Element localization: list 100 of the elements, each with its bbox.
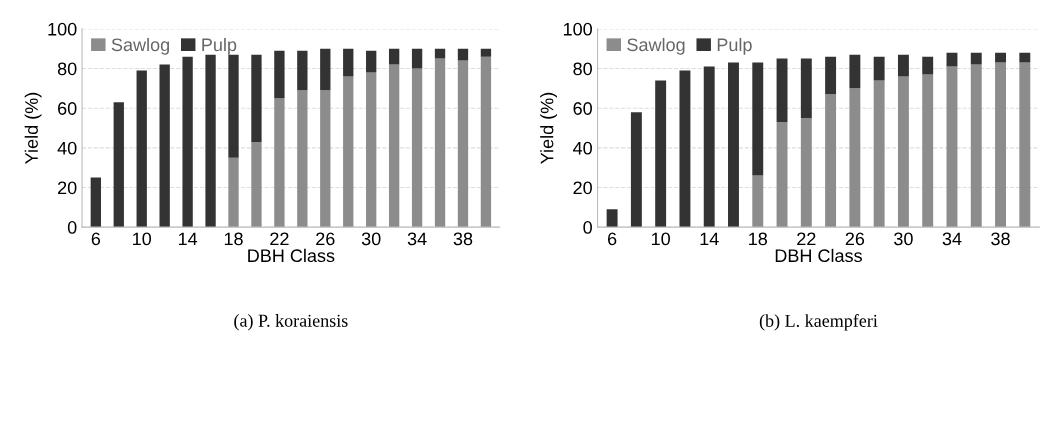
bar bbox=[752, 175, 764, 228]
y-tick-label: 20 bbox=[573, 181, 592, 195]
bar bbox=[922, 56, 934, 75]
bar bbox=[366, 72, 377, 228]
legend-label: Pulp bbox=[202, 37, 237, 55]
x-axis-title: DBH Class bbox=[248, 248, 335, 263]
bar bbox=[703, 66, 715, 228]
bar bbox=[776, 122, 788, 228]
bar bbox=[228, 54, 239, 158]
x-tick-label: 6 bbox=[608, 232, 617, 246]
y-tick-label: 40 bbox=[573, 141, 592, 155]
bar bbox=[182, 56, 193, 228]
x-tick-label: 34 bbox=[407, 232, 427, 246]
x-tick-label: 10 bbox=[651, 232, 670, 246]
bar bbox=[205, 54, 216, 228]
y-tick-label: 100 bbox=[48, 22, 77, 36]
bar bbox=[630, 112, 642, 228]
y-tick-label: 80 bbox=[57, 62, 77, 76]
legend-label: Sawlog bbox=[111, 37, 169, 55]
bar bbox=[251, 141, 262, 228]
x-tick-label: 30 bbox=[361, 232, 381, 246]
x-tick-label: 18 bbox=[224, 232, 243, 246]
bar bbox=[946, 52, 958, 67]
bar bbox=[970, 64, 982, 228]
y-tick-label: 20 bbox=[58, 181, 77, 195]
bar bbox=[274, 98, 285, 228]
text: (a) P. koraiensis bbox=[234, 314, 348, 331]
x-tick-label: 26 bbox=[316, 232, 335, 246]
bar bbox=[480, 56, 492, 228]
bar bbox=[825, 56, 837, 95]
x-tick-label: 22 bbox=[270, 232, 289, 246]
x-tick-label: 14 bbox=[700, 232, 719, 246]
bar bbox=[1019, 52, 1031, 63]
bar bbox=[343, 48, 354, 77]
bar bbox=[228, 157, 239, 228]
bar bbox=[606, 209, 618, 228]
y-tick-label: 60 bbox=[58, 102, 77, 115]
bar bbox=[849, 88, 861, 228]
bar bbox=[366, 50, 377, 73]
bar bbox=[873, 56, 885, 81]
x-tick-label: 34 bbox=[942, 232, 962, 246]
bar bbox=[136, 70, 147, 228]
y-tick-label: 60 bbox=[573, 102, 592, 115]
bar bbox=[995, 62, 1006, 228]
bar bbox=[90, 177, 101, 228]
bar bbox=[873, 80, 885, 228]
bar bbox=[434, 48, 446, 59]
bar bbox=[320, 48, 331, 91]
x-tick-label: 38 bbox=[453, 232, 473, 246]
y-tick-label: 0 bbox=[583, 221, 592, 234]
bar bbox=[776, 58, 788, 123]
bar bbox=[800, 118, 812, 228]
bar bbox=[388, 48, 400, 65]
bar bbox=[274, 50, 285, 99]
x-tick-label: 22 bbox=[797, 232, 816, 246]
bar bbox=[897, 76, 909, 228]
y-axis-title: Yield (%) bbox=[540, 92, 557, 164]
bar bbox=[457, 48, 469, 61]
bar bbox=[159, 64, 170, 228]
bar bbox=[655, 80, 667, 228]
bar bbox=[251, 54, 262, 142]
y-tick-label: 40 bbox=[57, 141, 77, 155]
x-tick-label: 38 bbox=[991, 232, 1010, 246]
bar bbox=[849, 54, 861, 89]
x-tick-label: 6 bbox=[91, 232, 101, 246]
bar bbox=[679, 70, 691, 228]
bar bbox=[1019, 62, 1031, 228]
legend-label: Pulp bbox=[717, 37, 752, 55]
bar bbox=[752, 62, 764, 176]
bar bbox=[411, 68, 423, 228]
bar bbox=[897, 54, 909, 77]
x-axis-title: DBH Class bbox=[775, 248, 862, 263]
x-tick-label: 30 bbox=[894, 232, 913, 246]
bar bbox=[825, 94, 837, 228]
y-axis-title: Yield (%) bbox=[24, 92, 42, 164]
bar bbox=[434, 58, 446, 228]
bar bbox=[297, 50, 308, 91]
x-tick-label: 10 bbox=[133, 232, 152, 246]
bar bbox=[995, 52, 1006, 63]
bar bbox=[343, 76, 354, 228]
y-tick-label: 100 bbox=[563, 22, 592, 36]
bar bbox=[113, 102, 124, 228]
bar bbox=[297, 90, 308, 228]
bar bbox=[457, 60, 469, 228]
bar bbox=[320, 90, 331, 228]
bar bbox=[800, 58, 812, 119]
legend-label: Sawlog bbox=[627, 37, 685, 55]
bar bbox=[411, 48, 423, 69]
x-tick-label: 14 bbox=[178, 232, 198, 246]
bar bbox=[480, 48, 492, 57]
y-tick-label: 80 bbox=[573, 62, 592, 76]
bar bbox=[388, 64, 400, 228]
x-tick-label: 26 bbox=[845, 232, 865, 246]
text: (b) L. kaempferi bbox=[759, 314, 878, 331]
y-tick-label: 0 bbox=[67, 221, 77, 234]
bar bbox=[922, 74, 934, 228]
bar bbox=[946, 66, 958, 228]
x-tick-label: 18 bbox=[749, 232, 768, 246]
bar bbox=[728, 62, 739, 228]
bar bbox=[970, 52, 982, 65]
